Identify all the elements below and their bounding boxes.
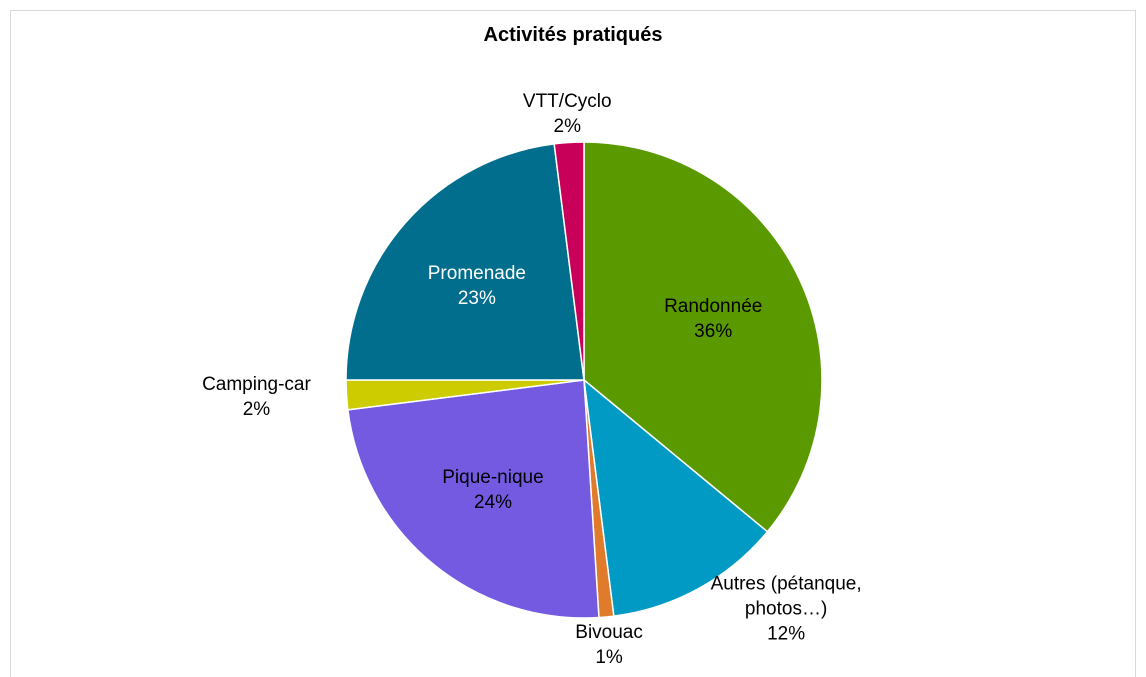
value-label: 23%: [457, 287, 496, 309]
value-label: 2%: [553, 115, 581, 137]
slice-label: Promenade 23%: [428, 261, 526, 311]
category-label: Promenade: [427, 262, 526, 284]
pie-slice: [347, 379, 600, 619]
value-label: 2%: [242, 399, 271, 421]
value-label: 12%: [767, 623, 806, 645]
chart-title: Activités pratiqués: [483, 24, 663, 46]
category-label: Bivouac: [575, 622, 643, 644]
category-label: Pique-nique: [442, 467, 544, 489]
value-label: 24%: [473, 492, 512, 514]
pie-slice: [583, 141, 823, 533]
chart-frame: [10, 10, 1136, 677]
slice-label: Camping-car 2%: [202, 372, 311, 422]
category-label: VTT/Cyclo: [522, 90, 612, 112]
category-label: Randonnée: [664, 296, 763, 318]
slice-label: Randonnée 36%: [664, 294, 762, 344]
pie-slice: [345, 143, 585, 381]
slice-label: Pique-nique 24%: [442, 465, 543, 515]
pie-slice: [583, 378, 769, 617]
category-label: Camping-car: [202, 374, 311, 396]
category-label: Autres (pétanque, photos…): [710, 573, 862, 620]
slice-label: Autres (pétanque, photos…) 12%: [691, 572, 881, 647]
slice-label: VTT/Cyclo 2%: [523, 89, 612, 139]
value-label: 1%: [595, 647, 623, 669]
pie-slice: [553, 141, 585, 381]
slice-label: Bivouac 1%: [575, 620, 643, 670]
value-label: 36%: [694, 321, 733, 343]
